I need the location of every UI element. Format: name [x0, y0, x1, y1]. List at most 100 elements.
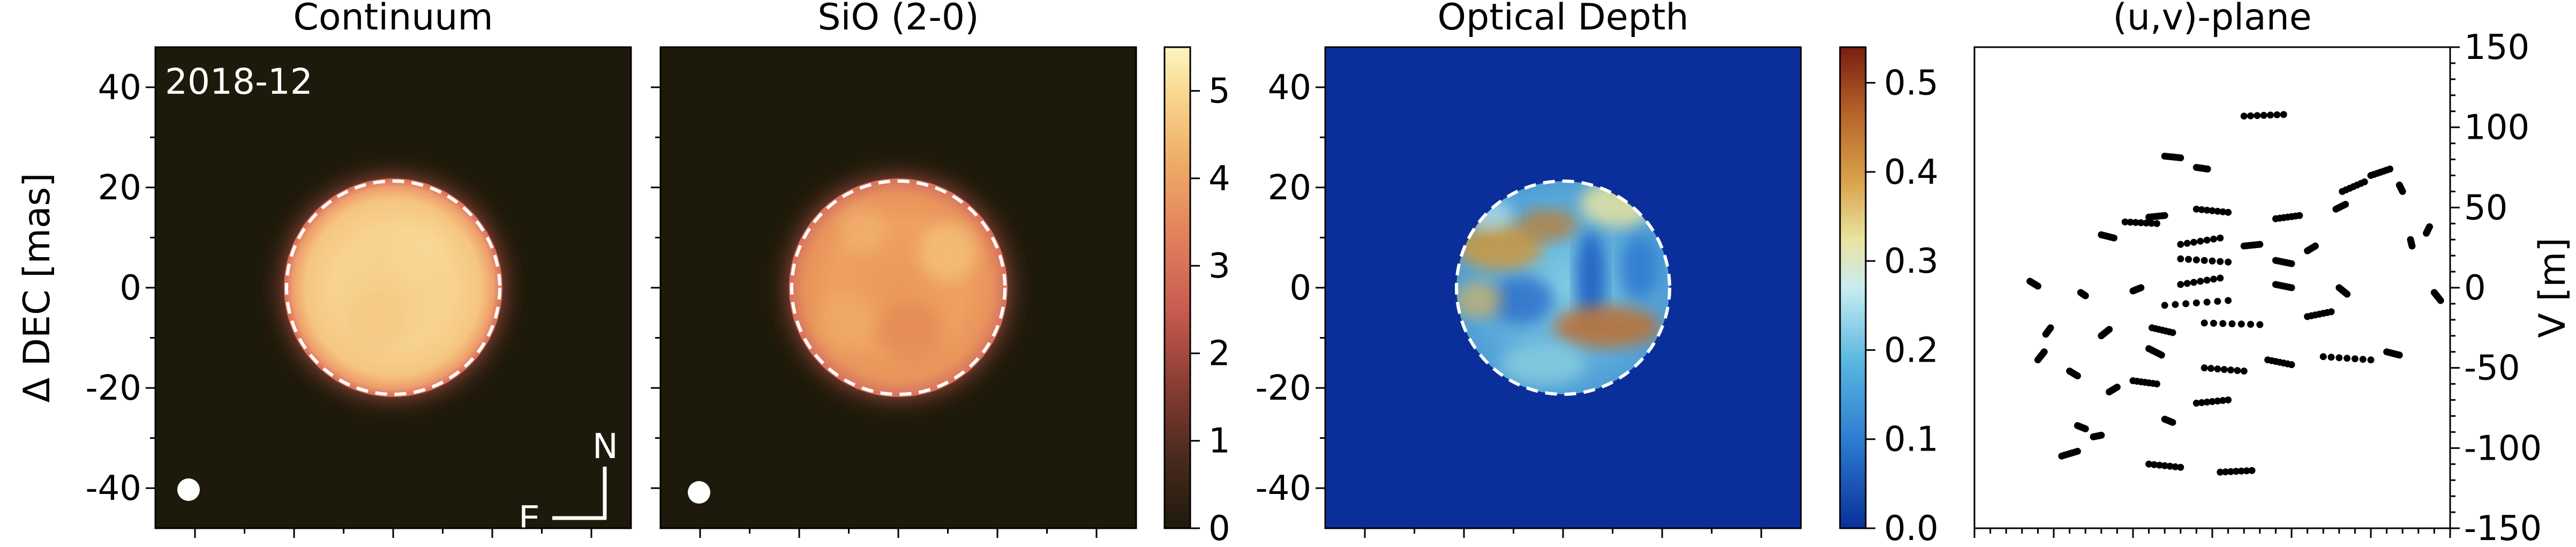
uv-point — [2248, 467, 2256, 474]
uv-point — [2161, 302, 2168, 309]
uv-point — [2148, 220, 2156, 227]
colorbar-tick-label: 0.2 — [1884, 331, 1939, 370]
continuum-disk-outline — [285, 179, 501, 396]
uv-point — [2177, 463, 2184, 471]
uv-point — [2267, 111, 2274, 119]
uv-point — [2169, 418, 2176, 426]
uv-point — [2177, 255, 2184, 263]
uv-point — [2192, 205, 2200, 213]
uv-point — [2074, 447, 2081, 455]
compass-east-label: E — [519, 499, 540, 539]
y-tick-label: 20 — [98, 168, 141, 208]
uv-point — [2185, 256, 2192, 263]
uv-point — [2386, 165, 2394, 173]
uv-point — [2172, 301, 2179, 308]
uv-point — [2240, 113, 2248, 120]
uv-point — [2237, 320, 2245, 328]
colorbar-tick-label: 0 — [1208, 509, 1230, 547]
uv-point — [2426, 223, 2434, 230]
uv-point — [2327, 354, 2335, 361]
uv-point — [2183, 280, 2191, 287]
uv-point — [2209, 207, 2216, 214]
uv-point — [2153, 380, 2160, 388]
uv-point — [2222, 468, 2229, 476]
uv-point — [2190, 238, 2197, 246]
uv-point — [2201, 257, 2208, 264]
uv-point — [2214, 398, 2221, 405]
uv-point — [2256, 241, 2264, 248]
uv-point — [2359, 356, 2367, 363]
sio-disk-dark-spot — [878, 300, 943, 364]
colorbar-tick-label: 2 — [1208, 334, 1230, 373]
uv-point — [2335, 354, 2343, 362]
colorbar-tick-label: 0.5 — [1884, 64, 1939, 103]
y-tick-label: 20 — [1268, 168, 1311, 208]
compass-north-label: N — [592, 427, 618, 467]
colorbar-tick-label: 0.4 — [1884, 153, 1939, 192]
uv-point — [2197, 237, 2204, 245]
uv-point — [2319, 353, 2327, 361]
uv-point — [2074, 372, 2081, 380]
sio-beam — [688, 481, 710, 504]
uv-point — [2209, 398, 2216, 406]
continuum-x-ticks — [194, 528, 592, 538]
sio-disk-bright-spot — [919, 222, 978, 281]
sio-colorbar: 5 4 3 2 1 0 — [1163, 46, 1230, 547]
colorbar-tick-label: 1 — [1208, 422, 1230, 461]
uv-point — [2288, 361, 2295, 369]
uv-point — [2344, 355, 2351, 362]
uv-point — [2197, 278, 2204, 285]
colorbar-tick-label: 3 — [1208, 246, 1230, 286]
sio-x-ticks — [699, 528, 1098, 538]
optical-depth-colorbar-ticks: 0.5 0.4 0.3 0.2 0.1 0.0 — [1866, 64, 1939, 547]
uv-point — [2344, 290, 2351, 298]
uv-point — [2158, 351, 2165, 359]
continuum-ylabel: Δ DEC [mas] — [16, 173, 58, 403]
uv-point — [2240, 368, 2248, 375]
uv-point — [2227, 366, 2235, 374]
uv-point — [2210, 275, 2217, 283]
uv-point — [2217, 468, 2224, 476]
y-tick-label: 0 — [1289, 268, 1311, 308]
uv-point — [2219, 320, 2227, 327]
uv-point — [2182, 300, 2190, 308]
continuum-disk-mottle — [343, 289, 407, 354]
continuum-disk — [284, 178, 502, 397]
uv-point — [2254, 112, 2261, 119]
uv-point — [2207, 365, 2215, 372]
sio-disk-bright-spot-3 — [817, 292, 876, 351]
uv-point — [2183, 239, 2191, 247]
uv-point — [2034, 282, 2041, 290]
uv-point — [2143, 219, 2150, 227]
uv-plane-y-ticks: 150 100 50 0 -50 -100 -150 — [2450, 28, 2542, 547]
uv-point — [2217, 258, 2224, 265]
y-tick-label: 150 — [2464, 28, 2529, 68]
uv-point — [2288, 260, 2295, 267]
uv-point — [2225, 258, 2232, 266]
uv-point — [2201, 364, 2208, 372]
uv-point — [2399, 188, 2406, 195]
uv-point — [2288, 284, 2295, 291]
y-tick-label: 0 — [119, 268, 141, 308]
continuum-date-label: 2018-12 — [165, 61, 313, 102]
uv-point — [2190, 279, 2197, 286]
sio-disk-bright-spot-2 — [838, 206, 887, 254]
uv-point — [2214, 297, 2221, 305]
uv-point — [2198, 206, 2205, 213]
uv-point — [2296, 212, 2303, 219]
colorbar-tick-label: 0.0 — [1884, 509, 1939, 547]
uv-point — [2237, 467, 2245, 475]
uv-point — [2219, 208, 2227, 215]
uv-point — [2172, 463, 2179, 470]
optical-depth-disk-outline — [1455, 179, 1671, 396]
uv-point — [2166, 462, 2174, 470]
uv-point — [2150, 461, 2158, 468]
uv-point — [2361, 178, 2368, 185]
continuum-disk-mottle-2 — [388, 222, 447, 281]
uv-point — [2192, 400, 2200, 407]
uv-point — [2082, 292, 2089, 299]
uv-point — [2232, 468, 2240, 475]
uv-point — [2161, 462, 2168, 469]
uv-point — [2098, 431, 2105, 439]
